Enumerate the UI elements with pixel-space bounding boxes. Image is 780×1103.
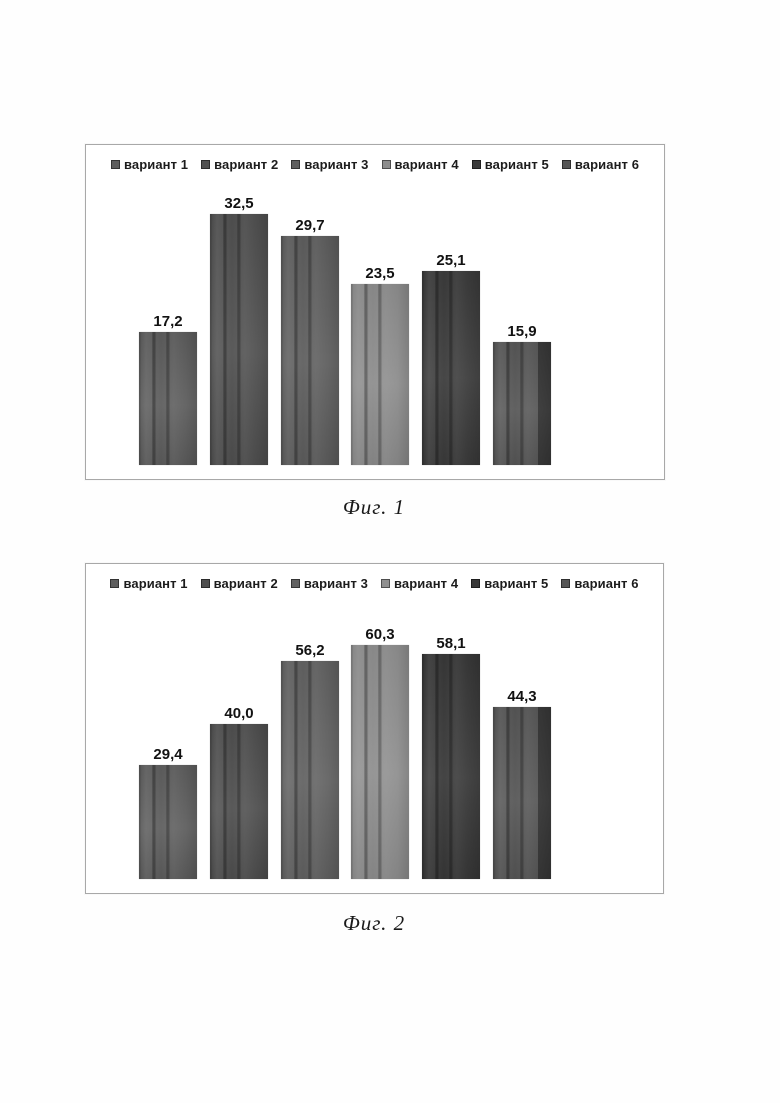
legend-item: вариант 3 <box>291 158 368 171</box>
legend-item: вариант 6 <box>561 577 638 590</box>
figure-2-caption: Фиг. 2 <box>342 911 406 935</box>
bar-вариант-4: 60,3 <box>351 627 409 879</box>
legend-swatch-icon <box>561 579 571 588</box>
legend-label: вариант 2 <box>213 576 278 591</box>
plot-area: 17,2 32,5 29,7 23,5 25,1 15,9 <box>86 145 664 479</box>
chart-legend: вариант 1 вариант 2 вариант 3 вариант 4 вари… <box>86 577 663 590</box>
figure-2-chart: вариант 1 вариант 2 вариант 3 вариант 4 вари… <box>85 563 664 894</box>
bar-value-label: 60,3 <box>365 626 395 643</box>
bar-вариант-6: 44,3 <box>493 689 551 879</box>
legend-swatch-icon <box>381 160 391 169</box>
bar-value-label: 15,9 <box>507 323 537 340</box>
legend-label: вариант 4 <box>394 157 459 172</box>
legend-swatch-icon <box>200 579 210 588</box>
legend-label: вариант 3 <box>303 576 368 591</box>
bar-value-label: 56,2 <box>295 642 325 659</box>
legend-swatch-icon <box>290 579 300 588</box>
legend-label: вариант 5 <box>484 576 549 591</box>
legend-swatch-icon <box>110 160 120 169</box>
legend-swatch-icon <box>471 579 481 588</box>
bar-value-label: 23,5 <box>365 265 395 282</box>
legend-label: вариант 4 <box>394 576 459 591</box>
legend-item: вариант 4 <box>381 157 459 172</box>
legend-label: вариант 6 <box>574 576 639 591</box>
legend-item: вариант 5 <box>471 577 548 590</box>
bar-value-label: 32,5 <box>224 195 254 212</box>
bar-вариант-3: 29,7 <box>281 218 339 465</box>
bar-value-label: 17,2 <box>153 313 183 330</box>
bar-вариант-4: 23,5 <box>351 266 409 465</box>
legend-item: вариант 3 <box>290 576 368 591</box>
bar-вариант-3: 56,2 <box>281 643 339 879</box>
bar-вариант-5: 58,1 <box>422 636 480 879</box>
bar-вариант-6: 15,9 <box>493 324 551 465</box>
legend-item: вариант 2 <box>200 576 278 591</box>
bar-value-label: 44,3 <box>507 688 537 705</box>
plot-area: 29,4 40,0 56,2 60,3 58,1 44,3 <box>86 564 663 893</box>
bar-вариант-1: 17,2 <box>139 314 197 465</box>
legend-item: вариант 2 <box>201 158 278 171</box>
bar-value-label: 29,4 <box>153 746 183 763</box>
legend-swatch-icon <box>381 579 390 588</box>
legend-item: вариант 1 <box>110 157 189 172</box>
legend-label: вариант 3 <box>304 157 369 172</box>
legend-label: вариант 5 <box>484 157 549 172</box>
legend-swatch-icon <box>291 160 301 169</box>
figure-1-caption: Фиг. 1 <box>342 495 406 519</box>
legend-item: вариант 5 <box>471 157 549 172</box>
bar-value-label: 40,0 <box>224 705 254 722</box>
legend-swatch-icon <box>471 160 481 169</box>
bar-value-label: 29,7 <box>295 217 325 234</box>
bar-value-label: 25,1 <box>436 252 466 269</box>
bar-value-label: 58,1 <box>436 635 466 652</box>
legend-label: вариант 1 <box>123 576 188 591</box>
legend-swatch-icon <box>201 160 211 169</box>
figure-1-chart: вариант 1 вариант 2 вариант 3 вариант 4 вари… <box>85 144 665 480</box>
legend-label: вариант 2 <box>214 157 279 172</box>
legend-label: вариант 1 <box>123 157 189 172</box>
bar-вариант-1: 29,4 <box>139 747 197 879</box>
legend-item: вариант 6 <box>561 157 640 172</box>
bar-вариант-5: 25,1 <box>422 253 480 465</box>
chart-legend: вариант 1 вариант 2 вариант 3 вариант 4 вари… <box>86 158 664 171</box>
bar-вариант-2: 40,0 <box>210 706 268 879</box>
legend-swatch-icon <box>110 579 120 588</box>
legend-label: вариант 6 <box>574 157 640 172</box>
bar-вариант-2: 32,5 <box>210 196 268 465</box>
legend-swatch-icon <box>561 160 571 169</box>
legend-item: вариант 4 <box>381 577 458 590</box>
legend-item: вариант 1 <box>110 576 188 591</box>
